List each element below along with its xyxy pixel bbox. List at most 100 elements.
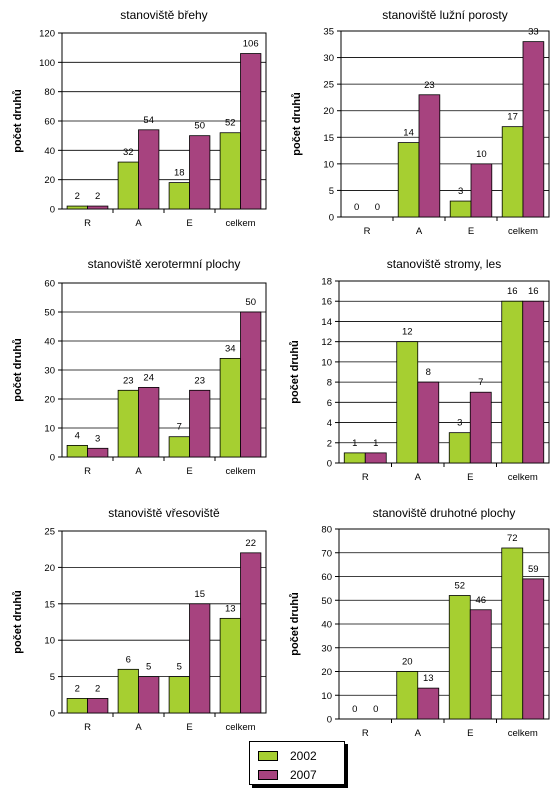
chart-stanoviste-stromy-les-ytick-label: 6	[327, 398, 332, 409]
chart-stanoviste-xerotermni-plochy-ytick-label: 50	[44, 308, 55, 319]
chart-stanoviste-xerotermni-plochy-title: stanoviště xerotermní plochy	[88, 257, 241, 271]
chart-stanoviste-stromy-les-data-label: 16	[528, 286, 539, 297]
chart-stanoviste-xerotermni-plochy-category-label: R	[84, 466, 91, 477]
chart-stanoviste-druhotne-plochy-ytick-label: 70	[321, 548, 332, 559]
chart-stanoviste-brehy-category-label: celkem	[225, 218, 255, 229]
chart-stanoviste-druhotne-plochy-data-label: 59	[528, 564, 539, 575]
chart-stanoviste-luzni-porosty-data-label: 14	[403, 128, 414, 139]
legend-swatch-2007	[258, 770, 278, 780]
chart-stanoviste-vresoviste-ytick-label: 20	[44, 563, 55, 574]
chart-stanoviste-luzni-porosty-ytick-label: 0	[329, 213, 334, 224]
chart-stanoviste-druhotne-plochy-data-label: 46	[475, 595, 486, 606]
chart-stanoviste-brehy-ytick-label: 40	[44, 146, 55, 157]
chart-stanoviste-luzni-porosty-ytick-label: 10	[323, 159, 334, 170]
chart-stanoviste-xerotermni-plochy-data-label: 4	[75, 430, 80, 441]
chart-stanoviste-vresoviste-bar-e-2007	[189, 603, 211, 714]
chart-stanoviste-vresoviste-data-label: 22	[245, 538, 256, 549]
chart-stanoviste-brehy-ytick-label: 60	[44, 117, 55, 128]
chart-stanoviste-vresoviste-data-label: 6	[126, 654, 131, 665]
chart-stanoviste-druhotne-plochy-ytick-label: 10	[321, 691, 332, 702]
chart-stanoviste-druhotne-plochy-bar-a-2007	[417, 687, 440, 720]
chart-stanoviste-stromy-les-bar-celkem-2007	[522, 300, 545, 464]
chart-stanoviste-stromy-les-ytick-label: 18	[321, 277, 332, 288]
chart-stanoviste-vresoviste-data-label: 15	[194, 589, 205, 600]
chart-stanoviste-xerotermni-plochy-data-label: 3	[95, 433, 100, 444]
chart-stanoviste-xerotermni-plochy-data-label: 23	[123, 375, 134, 386]
chart-stanoviste-druhotne-plochy-ytick-label: 80	[321, 525, 332, 536]
chart-stanoviste-druhotne-plochy-ytick-label: 30	[321, 643, 332, 654]
chart-stanoviste-stromy-les-ytick-label: 2	[327, 438, 332, 449]
chart-stanoviste-stromy-les: stanoviště stromy, les počet druhů 0 2 4 6 8 10…	[289, 257, 550, 483]
chart-stanoviste-stromy-les-data-label: 8	[426, 367, 431, 378]
chart-stanoviste-luzni-porosty-data-label: 10	[476, 149, 487, 160]
chart-stanoviste-druhotne-plochy-bar-e-2002	[448, 595, 471, 720]
chart-stanoviste-brehy-data-label: 18	[174, 168, 185, 179]
chart-stanoviste-brehy-ytick-label: 0	[50, 205, 55, 216]
chart-stanoviste-stromy-les-ytick-label: 10	[321, 357, 332, 368]
chart-stanoviste-xerotermni-plochy-ytick-label: 0	[50, 453, 55, 464]
chart-stanoviste-druhotne-plochy-category-label: A	[415, 728, 422, 739]
chart-stanoviste-luzni-porosty-bar-a-2002	[397, 142, 420, 218]
chart-stanoviste-druhotne-plochy: stanoviště druhotné plochy počet druhů 0 10…	[289, 506, 550, 739]
chart-stanoviste-vresoviste-title: stanoviště vřesoviště	[108, 506, 220, 520]
chart-stanoviste-vresoviste-data-label: 2	[95, 683, 100, 694]
chart-stanoviste-xerotermni-plochy-ytick-label: 60	[44, 279, 55, 290]
chart-stanoviste-stromy-les-data-label: 16	[507, 286, 518, 297]
chart-stanoviste-vresoviste-ytick-label: 10	[44, 636, 55, 647]
chart-stanoviste-xerotermni-plochy-bar-e-2002	[168, 436, 190, 458]
chart-stanoviste-brehy-ytick-label: 20	[44, 175, 55, 186]
chart-stanoviste-stromy-les-category-label: E	[467, 472, 473, 483]
chart-stanoviste-luzni-porosty-data-label: 3	[458, 186, 463, 197]
chart-stanoviste-xerotermni-plochy-bar-r-2002	[66, 444, 88, 458]
chart-stanoviste-vresoviste-data-label: 5	[146, 662, 151, 673]
chart-stanoviste-druhotne-plochy-ytick-label: 60	[321, 572, 332, 583]
chart-stanoviste-stromy-les-ytick-label: 16	[321, 297, 332, 308]
chart-stanoviste-druhotne-plochy-category-label: celkem	[508, 728, 538, 739]
chart-stanoviste-brehy-data-label: 32	[123, 147, 134, 158]
chart-stanoviste-brehy-bar-a-2007	[138, 129, 160, 210]
chart-stanoviste-vresoviste-category-label: R	[84, 722, 91, 733]
chart-stanoviste-vresoviste-ylabel: počet druhů	[12, 590, 24, 654]
chart-stanoviste-xerotermni-plochy-data-label: 23	[194, 375, 205, 386]
chart-stanoviste-stromy-les-data-label: 1	[352, 438, 357, 449]
chart-stanoviste-luzni-porosty-bar-e-2002	[449, 200, 472, 218]
chart-stanoviste-druhotne-plochy-bar-celkem-2007	[522, 578, 545, 720]
chart-stanoviste-vresoviste-bar-a-2002	[117, 668, 139, 714]
chart-stanoviste-luzni-porosty-ytick-label: 35	[323, 27, 334, 38]
chart-stanoviste-stromy-les-ytick-label: 8	[327, 378, 332, 389]
chart-stanoviste-druhotne-plochy-data-label: 20	[402, 657, 413, 668]
chart-stanoviste-druhotne-plochy-category-label: R	[362, 728, 369, 739]
chart-stanoviste-vresoviste-bar-r-2007	[87, 698, 109, 714]
chart-stanoviste-vresoviste-bar-r-2002	[66, 698, 88, 714]
chart-stanoviste-druhotne-plochy-ytick-label: 40	[321, 620, 332, 631]
chart-stanoviste-xerotermni-plochy-ytick-label: 40	[44, 337, 55, 348]
chart-stanoviste-luzni-porosty-ytick-label: 25	[323, 80, 334, 91]
chart-stanoviste-brehy-bar-celkem-2002	[219, 132, 241, 210]
chart-stanoviste-xerotermni-plochy-bar-a-2002	[117, 389, 139, 458]
legend-label-2002: 2002	[290, 749, 317, 763]
chart-stanoviste-stromy-les-bar-e-2007	[469, 391, 492, 464]
chart-stanoviste-vresoviste: stanoviště vřesoviště počet druhů 0 5 10 15 20…	[12, 506, 267, 733]
chart-stanoviste-vresoviste-ytick-label: 5	[50, 672, 55, 683]
chart-stanoviste-xerotermni-plochy-ytick-label: 30	[44, 366, 55, 377]
chart-stanoviste-luzni-porosty-data-label: 23	[424, 80, 435, 91]
chart-stanoviste-druhotne-plochy-data-label: 13	[423, 673, 434, 684]
chart-stanoviste-brehy-category-label: E	[186, 218, 192, 229]
chart-stanoviste-stromy-les-ytick-label: 12	[321, 337, 332, 348]
chart-stanoviste-druhotne-plochy-bar-a-2002	[396, 671, 419, 720]
chart-stanoviste-vresoviste-data-label: 2	[75, 683, 80, 694]
chart-stanoviste-xerotermni-plochy-data-label: 24	[143, 372, 154, 383]
chart-stanoviste-brehy-category-label: A	[135, 218, 142, 229]
chart-stanoviste-luzni-porosty-ytick-label: 30	[323, 53, 334, 64]
chart-stanoviste-stromy-les-ytick-label: 0	[327, 459, 332, 470]
chart-stanoviste-luzni-porosty-category-label: E	[468, 226, 474, 237]
chart-stanoviste-stromy-les-bar-r-2007	[364, 452, 387, 464]
chart-stanoviste-druhotne-plochy-data-label: 72	[507, 533, 518, 544]
chart-stanoviste-luzni-porosty: stanoviště lužní porosty počet druhů 0 5 10 1…	[291, 8, 550, 237]
chart-stanoviste-stromy-les-bar-celkem-2002	[501, 300, 524, 464]
chart-stanoviste-luzni-porosty-data-label: 17	[507, 112, 518, 123]
chart-stanoviste-vresoviste-bar-a-2007	[138, 676, 160, 714]
chart-stanoviste-druhotne-plochy-title: stanoviště druhotné plochy	[373, 506, 516, 520]
chart-stanoviste-xerotermni-plochy-ytick-label: 20	[44, 395, 55, 406]
